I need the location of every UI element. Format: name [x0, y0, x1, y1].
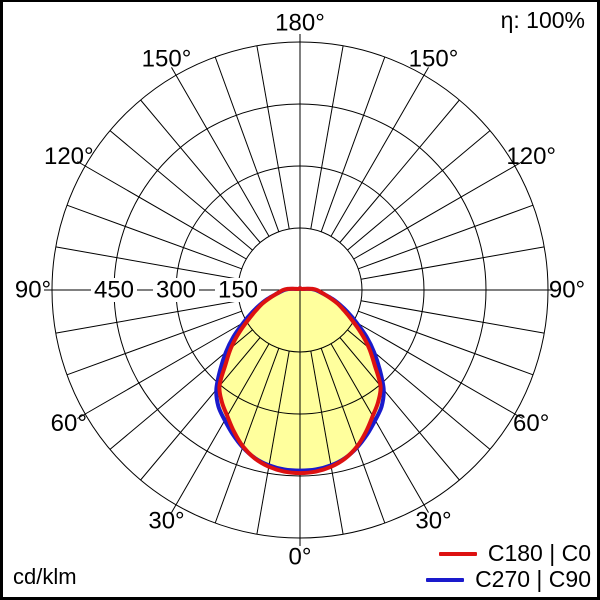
grid-spoke-40 — [339, 337, 460, 481]
grid-spoke-250 — [66, 204, 242, 270]
grid-spoke-190 — [256, 45, 290, 229]
c90-series-swatch — [426, 577, 465, 582]
grid-spoke-350 — [256, 351, 290, 535]
grid-spoke-170 — [310, 45, 344, 229]
radial-label-bg-450 — [91, 278, 137, 302]
radial-label-bg-150 — [215, 278, 261, 302]
c90-series-label: C270 | C90 — [475, 566, 591, 592]
legend-row-c0: C180 | C0 — [426, 541, 591, 566]
radial-label-150: 150 — [218, 277, 258, 304]
grid-spoke-150 — [330, 67, 429, 237]
curve-c0-c180 — [217, 286, 383, 476]
grid-spoke-280 — [55, 300, 239, 334]
grid-spoke-330 — [171, 343, 270, 513]
grid-spoke-140 — [339, 99, 460, 243]
grid-spoke-30 — [330, 343, 429, 513]
grid-spoke-100 — [361, 246, 545, 280]
grid-spoke-10 — [310, 351, 344, 535]
angle-label-120-left: 120° — [44, 143, 94, 170]
radial-label-bg-300 — [153, 278, 199, 302]
angle-label-90-left: 90° — [15, 277, 51, 304]
grid-spoke-70 — [358, 310, 534, 376]
angle-label-60-left: 60° — [51, 410, 87, 437]
angle-label-30-right: 30° — [415, 508, 451, 535]
angle-label-180-right: 180° — [275, 10, 325, 37]
grid-spoke-130 — [347, 130, 491, 251]
grid-spoke-60 — [353, 320, 523, 419]
unit-label: cd/klm — [13, 564, 77, 589]
grid-spoke-20 — [320, 348, 386, 524]
angle-label-90-right: 90° — [549, 277, 585, 304]
efficiency-value: η: 100% — [500, 7, 585, 33]
grid-spoke-320 — [140, 337, 261, 481]
angle-label-150-left: 150° — [142, 45, 192, 72]
grid-spoke-210 — [171, 67, 270, 237]
c0-series-swatch — [438, 551, 477, 556]
grid-spoke-260 — [55, 246, 239, 280]
angle-label-30-left: 30° — [148, 508, 184, 535]
angle-label-60-right: 60° — [513, 410, 549, 437]
grid-spoke-220 — [140, 99, 261, 243]
angle-label-120-right: 120° — [506, 143, 556, 170]
c0-series-label: C180 | C0 — [487, 540, 591, 566]
grid-spoke-200 — [214, 56, 280, 232]
grid-spoke-340 — [214, 348, 280, 524]
grid-spoke-300 — [77, 320, 247, 419]
grid-spoke-230 — [109, 130, 253, 251]
grid-spoke-240 — [77, 161, 247, 260]
grid-spoke-290 — [66, 310, 242, 376]
angle-label-150-right: 150° — [409, 45, 459, 72]
legend: C180 | C0 C270 | C90 — [426, 541, 591, 592]
polar-chart-canvas: 450 300 150 0° 30° 30° 60° 60° 90° 90° 120° 120° 150… — [15, 10, 585, 571]
grid-spoke-80 — [361, 300, 545, 334]
grid-spoke-160 — [320, 56, 386, 232]
radial-label-450: 450 — [94, 277, 134, 304]
legend-row-c90: C270 | C90 — [426, 567, 591, 592]
grid-spoke-110 — [358, 204, 534, 270]
radial-label-300: 300 — [156, 277, 196, 304]
grid-spoke-120 — [353, 161, 523, 260]
angle-label-0-right: 0° — [289, 544, 312, 571]
